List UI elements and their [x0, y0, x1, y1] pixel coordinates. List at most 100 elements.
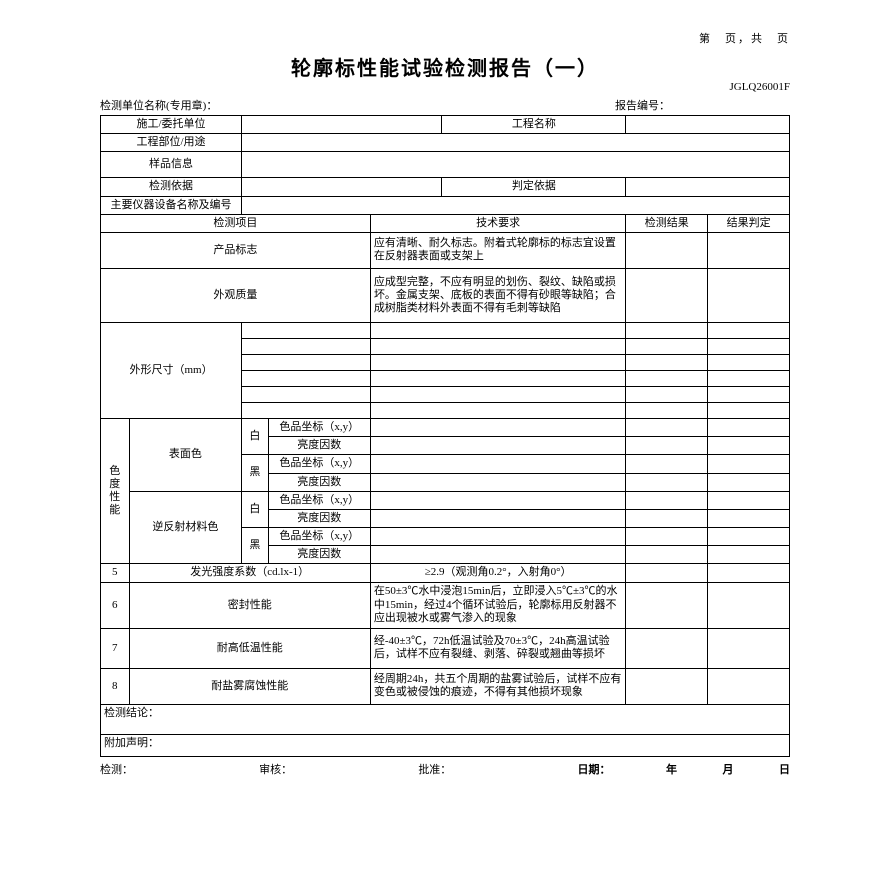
date-label: 日期： — [577, 764, 610, 776]
cell — [626, 473, 708, 491]
cell — [370, 322, 626, 338]
cell — [626, 370, 708, 386]
cell — [626, 437, 708, 455]
cell — [242, 116, 442, 134]
cell — [708, 546, 790, 564]
cell — [708, 528, 790, 546]
cell — [242, 178, 442, 196]
cell — [626, 178, 790, 196]
cell — [370, 528, 626, 546]
cell — [370, 338, 626, 354]
main-table: 施工/委托单位 工程名称 工程部位/用途 样品信息 检测依据 判定依据 主要仪器… — [100, 115, 790, 757]
cell: 色品坐标（x,y） — [268, 418, 370, 436]
cell: 外形尺寸（mm） — [101, 322, 242, 418]
cell — [370, 509, 626, 527]
cell: 5 — [101, 564, 130, 582]
cell — [370, 402, 626, 418]
cell — [708, 322, 790, 338]
cell — [370, 354, 626, 370]
org-label: 检测单位名称(专用章)： — [100, 97, 217, 113]
cell: 技术要求 — [370, 214, 626, 232]
month-label: 月 — [722, 764, 733, 776]
cell: 应成型完整，不应有明显的划伤、裂纹、缺陷或损坏。金属支架、底板的表面不得有砂眼等… — [370, 268, 626, 322]
cell: 色品坐标（x,y） — [268, 528, 370, 546]
cell — [626, 455, 708, 473]
cell: 外观质量 — [101, 268, 371, 322]
cell — [370, 491, 626, 509]
cell — [370, 370, 626, 386]
cell — [242, 370, 371, 386]
cell — [242, 322, 371, 338]
cell: 白 — [242, 418, 269, 454]
cell: 色品坐标（x,y） — [268, 491, 370, 509]
cell: 白 — [242, 491, 269, 527]
approve-label: 批准： — [418, 761, 451, 777]
cell — [626, 491, 708, 509]
cell — [626, 268, 708, 322]
cell: 应有清晰、耐久标志。附着式轮廓标的标志宜设置在反射器表面或支架上 — [370, 232, 626, 268]
conclusion-cell: 检测结论： — [101, 704, 790, 734]
cell — [708, 232, 790, 268]
cell — [626, 628, 708, 668]
cell — [242, 402, 371, 418]
cell — [708, 437, 790, 455]
cell: 施工/委托单位 — [101, 116, 242, 134]
cell — [242, 386, 371, 402]
doc-title: 轮廓标性能试验检测报告（一） — [100, 52, 790, 81]
cell — [708, 582, 790, 628]
cell — [626, 668, 708, 704]
cell: 在50±3℃水中浸泡15min后，立即浸入5℃±3℃的水中15min，经过4个循… — [370, 582, 626, 628]
cell — [626, 386, 708, 402]
cell — [626, 116, 790, 134]
cell — [370, 546, 626, 564]
cell — [626, 322, 708, 338]
cell — [370, 437, 626, 455]
cell — [626, 402, 708, 418]
cell: 黑 — [242, 455, 269, 491]
cell — [370, 473, 626, 491]
cell: 结果判定 — [708, 214, 790, 232]
cell: 亮度因数 — [268, 473, 370, 491]
cell — [626, 582, 708, 628]
cell: 表面色 — [129, 418, 241, 491]
cell — [242, 354, 371, 370]
cell — [370, 386, 626, 402]
cell — [708, 564, 790, 582]
cell — [370, 455, 626, 473]
cell: 耐高低温性能 — [129, 628, 370, 668]
cell: 检测项目 — [101, 214, 371, 232]
cell: 色度性能 — [101, 418, 130, 564]
cell — [708, 509, 790, 527]
doc-code: JGLQ26001F — [100, 81, 790, 93]
addendum-cell: 附加声明： — [101, 734, 790, 756]
cell — [242, 152, 790, 178]
cell — [708, 473, 790, 491]
cell — [708, 668, 790, 704]
cell — [626, 528, 708, 546]
cell: 耐盐雾腐蚀性能 — [129, 668, 370, 704]
cell — [242, 134, 790, 152]
cell — [708, 455, 790, 473]
review-label: 审核： — [259, 761, 292, 777]
report-no-label: 报告编号： — [615, 97, 790, 113]
cell — [626, 509, 708, 527]
cell: 6 — [101, 582, 130, 628]
cell — [708, 402, 790, 418]
cell — [708, 386, 790, 402]
cell: 色品坐标（x,y） — [268, 455, 370, 473]
cell — [242, 196, 790, 214]
cell: 产品标志 — [101, 232, 371, 268]
cell: 8 — [101, 668, 130, 704]
cell: 亮度因数 — [268, 546, 370, 564]
cell — [626, 546, 708, 564]
cell: 密封性能 — [129, 582, 370, 628]
cell — [626, 564, 708, 582]
cell: 主要仪器设备名称及编号 — [101, 196, 242, 214]
cell: 亮度因数 — [268, 437, 370, 455]
cell: 检测依据 — [101, 178, 242, 196]
cell — [242, 338, 371, 354]
footer: 检测： 审核： 批准： 日期： 年 月 日 — [100, 761, 790, 777]
pager: 第 页，共 页 — [100, 30, 790, 46]
cell: 判定依据 — [442, 178, 626, 196]
cell — [708, 354, 790, 370]
